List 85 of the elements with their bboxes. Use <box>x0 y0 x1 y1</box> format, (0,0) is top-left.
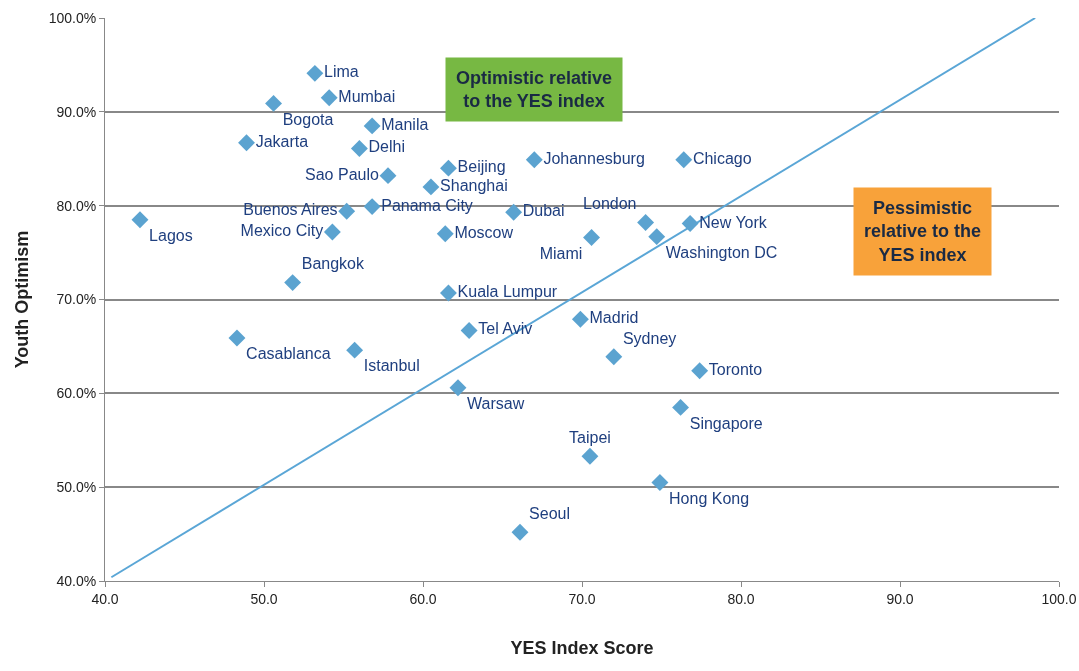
point <box>681 215 699 232</box>
series-label: Mexico City <box>240 221 324 239</box>
series-label: Lagos <box>149 226 193 244</box>
point <box>265 94 282 112</box>
series-label: Kuala Lumpur <box>457 282 558 300</box>
point <box>363 117 381 135</box>
point <box>436 225 454 243</box>
point <box>648 228 666 246</box>
series-label: New York <box>699 213 768 231</box>
point <box>449 379 467 397</box>
point <box>511 523 529 541</box>
series-label: Sao Paulo <box>305 165 379 183</box>
y-tick-label: 80.0% <box>56 197 97 214</box>
series-label: Panama City <box>381 196 473 214</box>
point <box>505 203 523 221</box>
series-label: Manila <box>381 115 429 133</box>
y-tick-label: 90.0% <box>56 103 97 120</box>
point <box>422 178 440 196</box>
point <box>131 211 149 229</box>
point <box>583 229 600 247</box>
series-label: Bogota <box>282 110 334 128</box>
series-label: Lima <box>324 63 359 81</box>
point <box>637 214 655 232</box>
point <box>581 447 599 465</box>
series-label: Casablanca <box>246 345 331 363</box>
series-label: Johannesburg <box>543 149 645 167</box>
y-tick-label: 40.0% <box>56 572 97 589</box>
x-tick-label: 40.0 <box>91 590 119 607</box>
x-tick-label: 100.0 <box>1041 590 1077 607</box>
point <box>350 139 368 157</box>
y-axis-title: Youth Optimism <box>11 230 32 369</box>
point <box>338 202 356 220</box>
x-tick-label: 80.0 <box>727 590 755 607</box>
x-tick-label: 50.0 <box>250 590 278 607</box>
y-tick-label: 100.0% <box>48 9 97 26</box>
series-label: Washington DC <box>665 243 778 261</box>
point <box>675 151 693 169</box>
x-tick-label: 70.0 <box>568 590 596 607</box>
point <box>651 474 669 491</box>
point <box>439 284 457 302</box>
series-label: Buenos Aires <box>243 201 338 219</box>
x-tick-label: 60.0 <box>409 590 437 607</box>
point <box>284 274 302 292</box>
series-label: Moscow <box>454 223 514 241</box>
point <box>439 159 457 177</box>
y-tick-label: 60.0% <box>56 385 97 402</box>
point <box>228 329 246 347</box>
series-label: Delhi <box>368 138 405 156</box>
series-label: Mumbai <box>338 87 396 105</box>
annotation: Optimistic relative to the YES index <box>456 68 613 112</box>
series-label: Sydney <box>622 329 677 347</box>
series-label: Seoul <box>529 505 571 523</box>
y-tick-label: 50.0% <box>56 479 97 496</box>
series-label: Shanghai <box>440 176 508 194</box>
x-tick-label: 90.0 <box>886 590 914 607</box>
point <box>691 362 709 380</box>
point <box>320 89 338 107</box>
series-label: Toronto <box>708 360 763 378</box>
series-label: Warsaw <box>467 394 525 412</box>
series-label: Istanbul <box>363 357 420 375</box>
point <box>571 310 589 328</box>
series-label: Chicago <box>692 149 752 167</box>
series-label: Bangkok <box>301 255 366 273</box>
point <box>672 398 690 416</box>
point <box>460 322 478 339</box>
series-label: Dubai <box>522 202 565 220</box>
series-label: London <box>583 195 637 213</box>
series-label: Madrid <box>589 309 639 327</box>
series-label: Miami <box>539 244 583 262</box>
x-axis-title: YES Index Score <box>510 637 654 658</box>
point <box>525 151 543 169</box>
point <box>238 134 255 152</box>
series-label: Beijing <box>457 158 506 176</box>
point <box>346 341 364 359</box>
point <box>306 64 324 82</box>
point <box>323 223 341 241</box>
annotation: Pessimistic relative to the YES index <box>864 198 982 265</box>
y-tick-label: 70.0% <box>56 291 97 308</box>
point <box>379 167 397 185</box>
point <box>363 198 381 216</box>
series-label: Hong Kong <box>669 489 750 507</box>
point <box>605 348 623 366</box>
series-label: Taipei <box>569 429 611 447</box>
series-label: Jakarta <box>255 132 309 150</box>
series-label: Singapore <box>689 414 763 432</box>
